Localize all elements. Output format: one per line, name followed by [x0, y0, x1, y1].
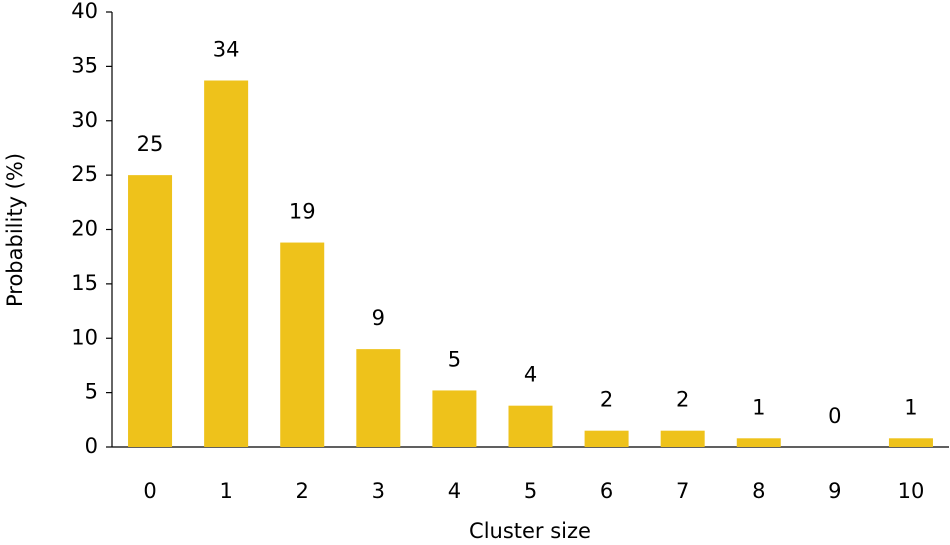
- x-tick-label: 4: [448, 479, 461, 503]
- bar: [888, 438, 933, 447]
- bar: [356, 349, 401, 447]
- data-label: 1: [752, 395, 765, 419]
- data-label: 34: [213, 38, 240, 62]
- y-tick-label: 15: [71, 271, 98, 295]
- x-tick-label: 9: [828, 479, 841, 503]
- y-axis-label: Probability (%): [3, 153, 27, 307]
- y-tick-label: 25: [71, 162, 98, 186]
- data-label: 5: [448, 347, 461, 371]
- data-label: 2: [600, 388, 613, 412]
- bar: [508, 405, 553, 447]
- y-tick-label: 20: [71, 217, 98, 241]
- bar: [280, 242, 325, 447]
- bar: [128, 175, 173, 447]
- x-tick-label: 8: [752, 479, 765, 503]
- x-tick-label: 6: [600, 479, 613, 503]
- data-label: 9: [372, 306, 385, 330]
- x-tick-label: 10: [898, 479, 925, 503]
- x-tick-label: 0: [143, 479, 156, 503]
- data-label: 4: [524, 363, 537, 387]
- data-label: 19: [289, 200, 316, 224]
- data-label: 25: [137, 132, 164, 156]
- y-tick-label: 30: [71, 108, 98, 132]
- x-tick-label: 3: [372, 479, 385, 503]
- data-label: 0: [828, 404, 841, 428]
- bar: [584, 430, 629, 447]
- x-axis-label: Cluster size: [469, 519, 591, 543]
- data-label: 1: [904, 395, 917, 419]
- y-tick-label: 0: [85, 434, 98, 458]
- y-tick-label: 10: [71, 325, 98, 349]
- x-tick-label: 7: [676, 479, 689, 503]
- x-tick-label: 5: [524, 479, 537, 503]
- bar: [736, 438, 781, 447]
- y-tick-label: 40: [71, 0, 98, 23]
- bar: [432, 390, 477, 447]
- x-tick-label: 2: [296, 479, 309, 503]
- data-label: 2: [676, 388, 689, 412]
- y-tick-label: 5: [85, 380, 98, 404]
- bar: [204, 80, 249, 447]
- bar: [660, 430, 705, 447]
- y-tick-label: 35: [71, 53, 98, 77]
- x-tick-label: 1: [219, 479, 232, 503]
